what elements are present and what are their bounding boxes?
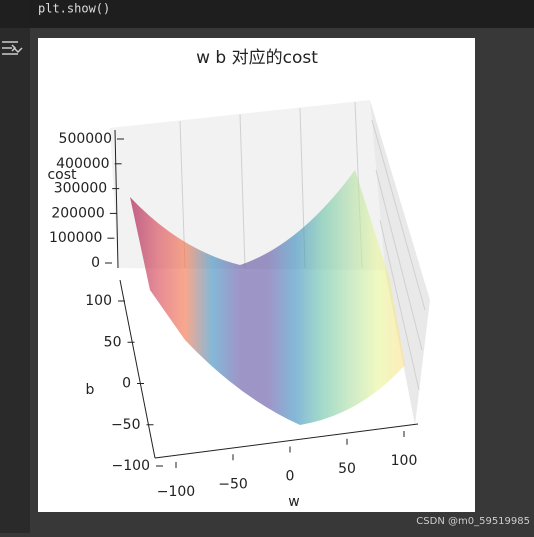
zticks-label: 200000	[51, 205, 104, 221]
xticks-label: 50	[338, 461, 356, 477]
footer: CSDN @m0_59519985	[416, 516, 530, 527]
yticks-label: 0	[122, 376, 131, 392]
x-axis-label: w	[288, 494, 299, 510]
y-axis-label: b	[86, 382, 95, 398]
z-axis-label: cost	[47, 167, 77, 183]
code-editor	[30, 0, 534, 28]
chart-title: w b 对应的cost	[196, 48, 318, 68]
xticks-label: 100	[391, 453, 418, 469]
surface	[130, 170, 405, 425]
gutter	[0, 28, 30, 533]
axis-lines	[114, 129, 419, 459]
zticks-label: 0	[91, 255, 100, 271]
zticks-label: 400000	[56, 156, 109, 172]
yticks-label: 100	[85, 293, 112, 309]
yticks-label: −100	[112, 458, 150, 474]
zticks-label: 300000	[54, 181, 107, 197]
yticks-label: −50	[111, 417, 141, 433]
output-icon[interactable]	[2, 41, 23, 55]
zticks-label: 500000	[59, 131, 112, 147]
xticks-label: 0	[286, 469, 295, 485]
yticks-label: 50	[104, 334, 122, 350]
xticks-label: −50	[218, 476, 248, 492]
code-text: plt.show()	[38, 2, 110, 16]
xticks-label: −100	[157, 484, 195, 500]
zticks-label: 100000	[49, 230, 102, 246]
